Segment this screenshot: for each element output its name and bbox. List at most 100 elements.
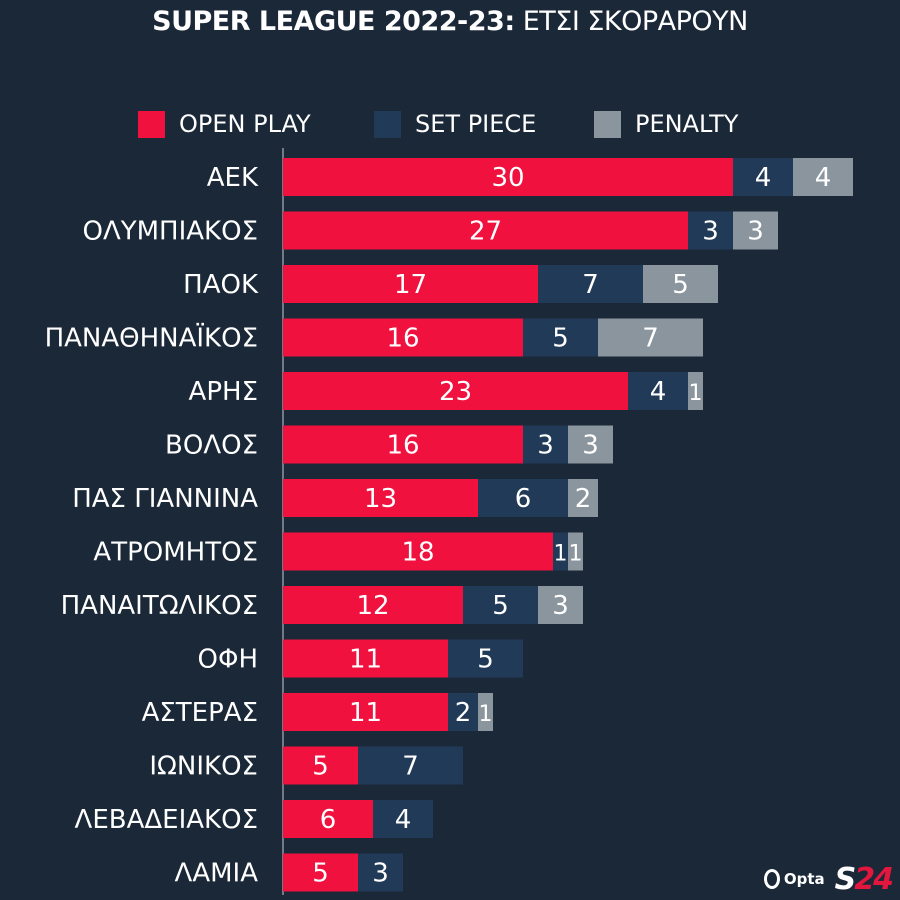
bar-segment-open-play: [283, 532, 553, 571]
data-label-set-piece: 5: [552, 324, 569, 354]
data-label-open-play: 11: [349, 698, 382, 728]
data-label-penalty: 4: [815, 163, 832, 193]
data-label-open-play: 6: [320, 805, 337, 835]
data-label-open-play: 16: [386, 431, 419, 461]
data-label-set-piece: 4: [395, 805, 412, 835]
data-label-penalty: 1: [569, 542, 583, 567]
legend-label-open-play: OPEN PLAY: [179, 110, 311, 138]
data-label-penalty: 3: [582, 431, 599, 461]
chart-title: SUPER LEAGUE 2022-23: ΕΤΣΙ ΣΚΟΡΑΡΟΥΝ: [0, 6, 900, 37]
bar-segment-set-piece: [478, 479, 568, 517]
category-label: ΟΛΥΜΠΙΑΚΟΣ: [82, 217, 258, 247]
category-label: ΙΩΝΙΚΟΣ: [149, 752, 258, 782]
legend-item-penalty: PENALTY: [594, 107, 738, 141]
bar-segment-penalty: [688, 372, 703, 410]
bar-segment-open-play: [283, 425, 523, 464]
bar-segment-open-play: [283, 746, 358, 785]
data-label-open-play: 13: [364, 484, 397, 514]
bar-segment-penalty: [598, 318, 703, 357]
bar-segment-penalty: [568, 479, 598, 517]
data-label-open-play: 18: [401, 538, 434, 568]
bar-segment-open-play: [283, 479, 478, 517]
bar-segment-open-play: [283, 800, 373, 838]
data-label-open-play: 5: [312, 752, 329, 782]
data-label-open-play: 5: [312, 859, 329, 889]
category-label: ΠΑΟΚ: [183, 270, 259, 300]
bar-segment-set-piece: [463, 586, 538, 624]
bar-segment-open-play: [283, 853, 358, 892]
bar-segment-set-piece: [358, 746, 463, 785]
bar-segment-set-piece: [448, 693, 478, 731]
data-label-open-play: 17: [394, 270, 427, 300]
bar-segment-set-piece: [358, 853, 403, 892]
title-bold: SUPER LEAGUE 2022-23:: [152, 6, 515, 37]
bar-segment-set-piece: [448, 639, 523, 678]
bar-segment-set-piece: [523, 425, 568, 464]
data-label-open-play: 27: [469, 217, 502, 247]
data-label-penalty: 3: [552, 591, 569, 621]
opta-icon: [763, 869, 780, 889]
data-label-open-play: 11: [349, 645, 382, 675]
bar-segment-open-play: [283, 265, 538, 303]
data-label-set-piece: 7: [582, 270, 599, 300]
bar-segment-open-play: [283, 639, 448, 678]
legend-swatch-set-piece: [374, 110, 401, 138]
category-label: ΠΑΝΑΘΗΝΑΪΚΟΣ: [45, 322, 258, 354]
legend: OPEN PLAY SET PIECE PENALTY: [0, 107, 900, 141]
s24-logo-s: S: [834, 861, 857, 897]
bar-segment-set-piece: [523, 318, 598, 357]
category-label: ΛΑΜΙΑ: [175, 859, 259, 889]
data-label-penalty: 7: [642, 324, 659, 354]
bar-segment-open-play: [283, 158, 733, 196]
legend-swatch-penalty: [594, 110, 621, 138]
bar-segment-open-play: [283, 211, 688, 250]
data-label-penalty: 3: [747, 217, 764, 247]
data-label-set-piece: 1: [554, 542, 568, 567]
bar-segment-penalty: [733, 211, 778, 250]
data-label-open-play: 16: [386, 324, 419, 354]
title-rest: ΕΤΣΙ ΣΚΟΡΑΡΟΥΝ: [514, 6, 749, 37]
bar-segment-penalty: [568, 532, 583, 571]
data-label-open-play: 12: [356, 591, 389, 621]
legend-swatch-open-play: [138, 110, 165, 138]
legend-label-set-piece: SET PIECE: [415, 110, 537, 138]
data-label-set-piece: 2: [455, 698, 472, 728]
category-label: ΠΑΝΑΙΤΩΛΙΚΟΣ: [61, 591, 258, 621]
data-label-set-piece: 5: [477, 645, 494, 675]
bar-segment-set-piece: [688, 211, 733, 250]
data-label-penalty: 2: [575, 484, 592, 514]
bar-segment-set-piece: [538, 265, 643, 303]
data-label-open-play: 23: [439, 377, 472, 407]
category-label: ΑΡΗΣ: [189, 377, 258, 407]
bar-segment-penalty: [478, 693, 493, 731]
data-label-penalty: 1: [689, 381, 703, 406]
bar-segment-open-play: [283, 318, 523, 357]
opta-label: Opta: [783, 870, 825, 888]
bar-segment-open-play: [283, 586, 463, 624]
category-label: ΛΕΒΑΔΕΙΑΚΟΣ: [75, 805, 258, 835]
data-label-penalty: 1: [479, 702, 493, 727]
category-label: ΑΣΤΕΡΑΣ: [142, 698, 258, 728]
legend-item-open-play: OPEN PLAY: [138, 107, 311, 141]
bar-segment-penalty: [568, 425, 613, 464]
data-label-set-piece: 3: [537, 431, 554, 461]
legend-item-set-piece: SET PIECE: [374, 107, 536, 141]
data-label-open-play: 30: [491, 163, 524, 193]
bar-segment-set-piece: [553, 532, 568, 571]
bar-segment-set-piece: [628, 372, 688, 410]
data-label-set-piece: 3: [372, 859, 389, 889]
category-label: ΒΟΛΟΣ: [165, 431, 258, 461]
bar-segment-open-play: [283, 372, 628, 410]
data-label-set-piece: 7: [402, 752, 419, 782]
legend-label-penalty: PENALTY: [635, 110, 739, 138]
data-label-set-piece: 5: [492, 591, 509, 621]
branding: Opta S24: [763, 861, 894, 897]
bar-segment-set-piece: [373, 800, 433, 838]
s24-logo-24: 24: [854, 861, 894, 897]
bar-segment-open-play: [283, 693, 448, 731]
opta-logo: Opta: [763, 869, 825, 889]
data-label-set-piece: 3: [702, 217, 719, 247]
category-label: ΠΑΣ ΓΙΑΝΝΙΝΑ: [72, 484, 258, 514]
data-label-set-piece: 4: [755, 163, 772, 193]
